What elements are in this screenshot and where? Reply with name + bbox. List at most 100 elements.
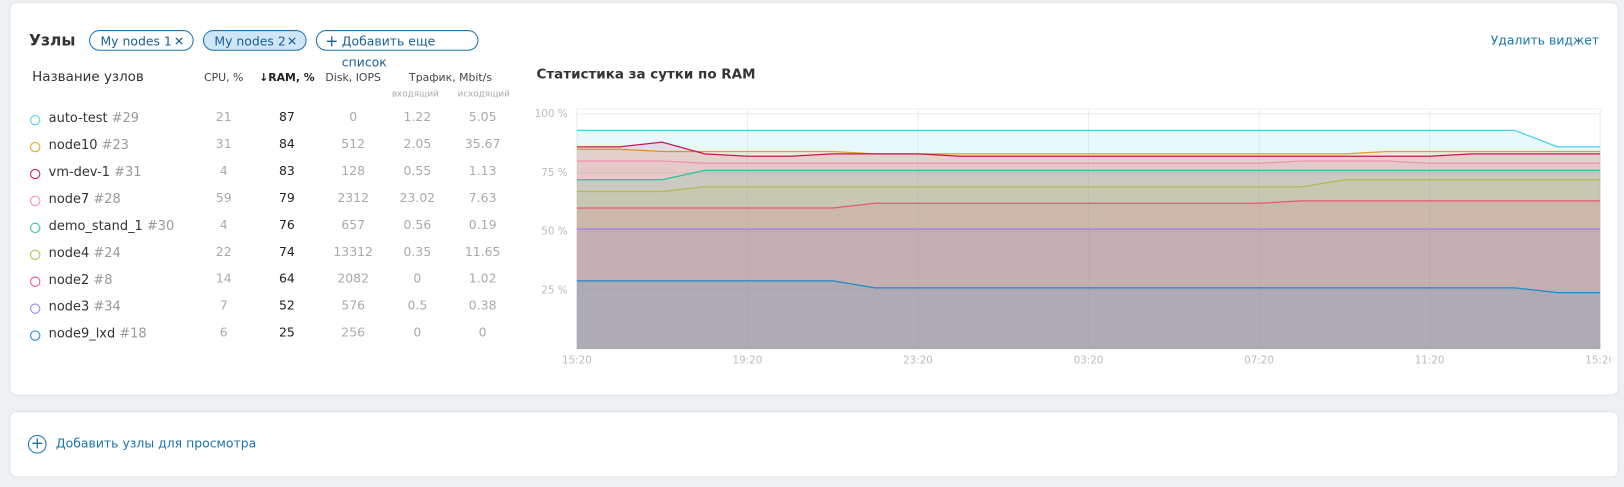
tab[interactable]: My nodes 2 ✕	[202, 30, 307, 51]
cell-cpu: 59	[215, 190, 232, 206]
cell-in: 0.35	[403, 244, 432, 259]
add-nodes-card	[10, 412, 1618, 477]
series-line	[576, 200, 1601, 209]
add-nodes-link[interactable]: Добавить узлы для просмотра	[55, 436, 257, 451]
node-label[interactable]: vm-dev-1	[48, 163, 111, 180]
node-label[interactable]: node7	[48, 190, 90, 207]
cell-out: 1.13	[468, 163, 497, 179]
node-label[interactable]: auto-test	[48, 109, 108, 126]
cell-disk: 128	[341, 163, 366, 179]
cell-ram: 52	[278, 298, 295, 313]
series-line	[576, 169, 1601, 181]
column-header[interactable]: CPU, %	[204, 71, 244, 84]
cell-out: 5.05	[468, 109, 497, 125]
close-icon[interactable]: ✕	[286, 34, 298, 49]
cell-out: 0.38	[468, 298, 497, 313]
add-list-button[interactable]: + Добавить еще список	[315, 30, 479, 69]
node-id: #28	[93, 190, 121, 207]
node-name: demo_stand_1 #30	[49, 217, 175, 233]
series-line	[576, 141, 1601, 157]
cell-disk: 2082	[337, 271, 369, 286]
node-id: #8	[93, 271, 113, 287]
node-name: node9_lxd #18	[49, 325, 147, 341]
tab-label: My nodes 2	[214, 34, 286, 49]
cell-ram: 76	[278, 217, 295, 232]
column-subheader[interactable]: исходящий	[457, 89, 510, 100]
node-name: node7 #28	[49, 191, 121, 207]
series-area	[576, 130, 1601, 350]
cell-cpu: 4	[219, 163, 228, 179]
series-area	[576, 229, 1601, 350]
cell-disk: 256	[341, 325, 366, 340]
status-dot	[30, 330, 41, 341]
cell-cpu: 21	[215, 109, 232, 125]
cell-cpu: 6	[219, 325, 228, 340]
series-line	[576, 179, 1601, 193]
node-name: node4 #24	[49, 244, 121, 260]
cell-out: 35.67	[464, 136, 501, 152]
status-dot	[30, 141, 41, 153]
node-id: #31	[114, 163, 142, 180]
cell-in: 0	[413, 271, 422, 286]
cell-in: 0	[413, 325, 422, 340]
node-name: vm-dev-1 #31	[49, 164, 142, 180]
y-tick-label: 50 %	[541, 226, 567, 238]
cell-ram: 87	[278, 109, 295, 125]
x-tick-label: 15:20	[1585, 355, 1610, 367]
cell-ram: 74	[278, 244, 295, 259]
node-label[interactable]: node2	[48, 271, 90, 287]
status-dot	[30, 114, 41, 126]
series-line	[576, 160, 1601, 164]
cell-out: 1.02	[468, 271, 497, 286]
node-id: #30	[146, 217, 175, 234]
cell-out: 0.19	[468, 217, 497, 232]
status-dot	[30, 195, 41, 207]
tab-label: My nodes 1	[100, 34, 172, 49]
node-label[interactable]: node10	[48, 136, 98, 153]
x-tick-label: 23:20	[903, 355, 933, 367]
delete-widget[interactable]: Удалить виджет	[1490, 33, 1600, 48]
series-line	[576, 129, 1601, 148]
cell-out: 0	[478, 325, 487, 340]
column-header[interactable]: Disk, IOPS	[325, 71, 381, 84]
cell-ram: 83	[278, 163, 295, 179]
node-label[interactable]: node9_lxd	[48, 325, 116, 341]
tab[interactable]: My nodes 1 ✕	[89, 30, 194, 51]
cell-ram: 84	[278, 136, 295, 152]
widget-title: Узлы	[28, 31, 76, 50]
series-area	[576, 280, 1601, 350]
close-icon[interactable]: ✕	[173, 34, 185, 49]
status-dot	[30, 168, 41, 180]
cell-cpu: 7	[219, 298, 228, 313]
cell-disk: 0	[349, 109, 358, 125]
cell-disk: 512	[341, 136, 366, 152]
status-dot	[30, 303, 41, 314]
plus-icon: +	[325, 32, 339, 51]
node-id: #18	[119, 325, 147, 341]
node-label[interactable]: node3	[48, 298, 90, 314]
plus-icon[interactable]: +	[27, 434, 47, 454]
node-name: auto-test #29	[49, 110, 139, 126]
x-tick-label: 11:20	[1415, 355, 1445, 367]
node-id: #24	[93, 244, 121, 260]
cell-ram: 79	[278, 190, 295, 206]
cell-ram: 25	[278, 325, 295, 340]
chart: 25 % 50 % 75 % 100 % 15:20 19:20 23:20 03:20 07:…	[535, 108, 1611, 367]
y-tick-label: 75 %	[541, 167, 567, 179]
series-line	[576, 280, 1601, 294]
column-subheader[interactable]: входящий	[391, 89, 439, 100]
cell-cpu: 14	[215, 271, 232, 286]
y-tick-label: 25 %	[541, 284, 567, 296]
node-label[interactable]: node4	[48, 244, 90, 260]
add-list-label: Добавить еще список	[341, 34, 436, 70]
cell-in: 1.22	[403, 109, 432, 125]
series-area	[576, 149, 1601, 350]
series-area	[576, 170, 1601, 350]
x-tick-label: 15:20	[562, 355, 592, 367]
column-header: Трафик, Mbit/s	[409, 71, 493, 84]
node-id: #29	[111, 109, 140, 126]
cell-disk: 576	[341, 298, 366, 313]
node-label[interactable]: demo_stand_1	[48, 217, 143, 234]
column-header[interactable]: ↓RAM, %	[259, 71, 315, 84]
chart-title: Статистика за сутки по RAM	[536, 67, 756, 83]
